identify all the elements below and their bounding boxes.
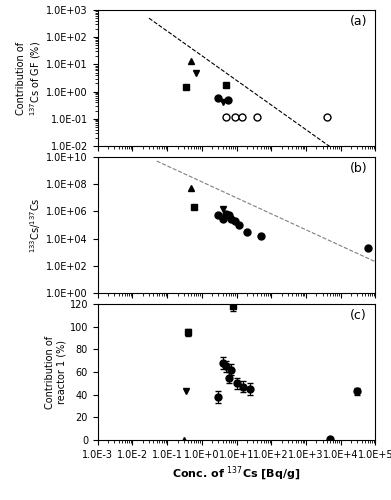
Text: (c): (c) <box>350 310 367 322</box>
Y-axis label: $^{133}$Cs/$^{137}$Cs: $^{133}$Cs/$^{137}$Cs <box>29 197 43 253</box>
Text: (b): (b) <box>350 162 367 175</box>
Text: (a): (a) <box>350 16 367 28</box>
Y-axis label: Contribution of
$^{137}$Cs of GF (%): Contribution of $^{137}$Cs of GF (%) <box>16 40 43 116</box>
Y-axis label: Contribution of
reactor 1 (%): Contribution of reactor 1 (%) <box>45 336 67 408</box>
X-axis label: Conc. of $^{137}$Cs [Bq/g]: Conc. of $^{137}$Cs [Bq/g] <box>172 466 301 483</box>
